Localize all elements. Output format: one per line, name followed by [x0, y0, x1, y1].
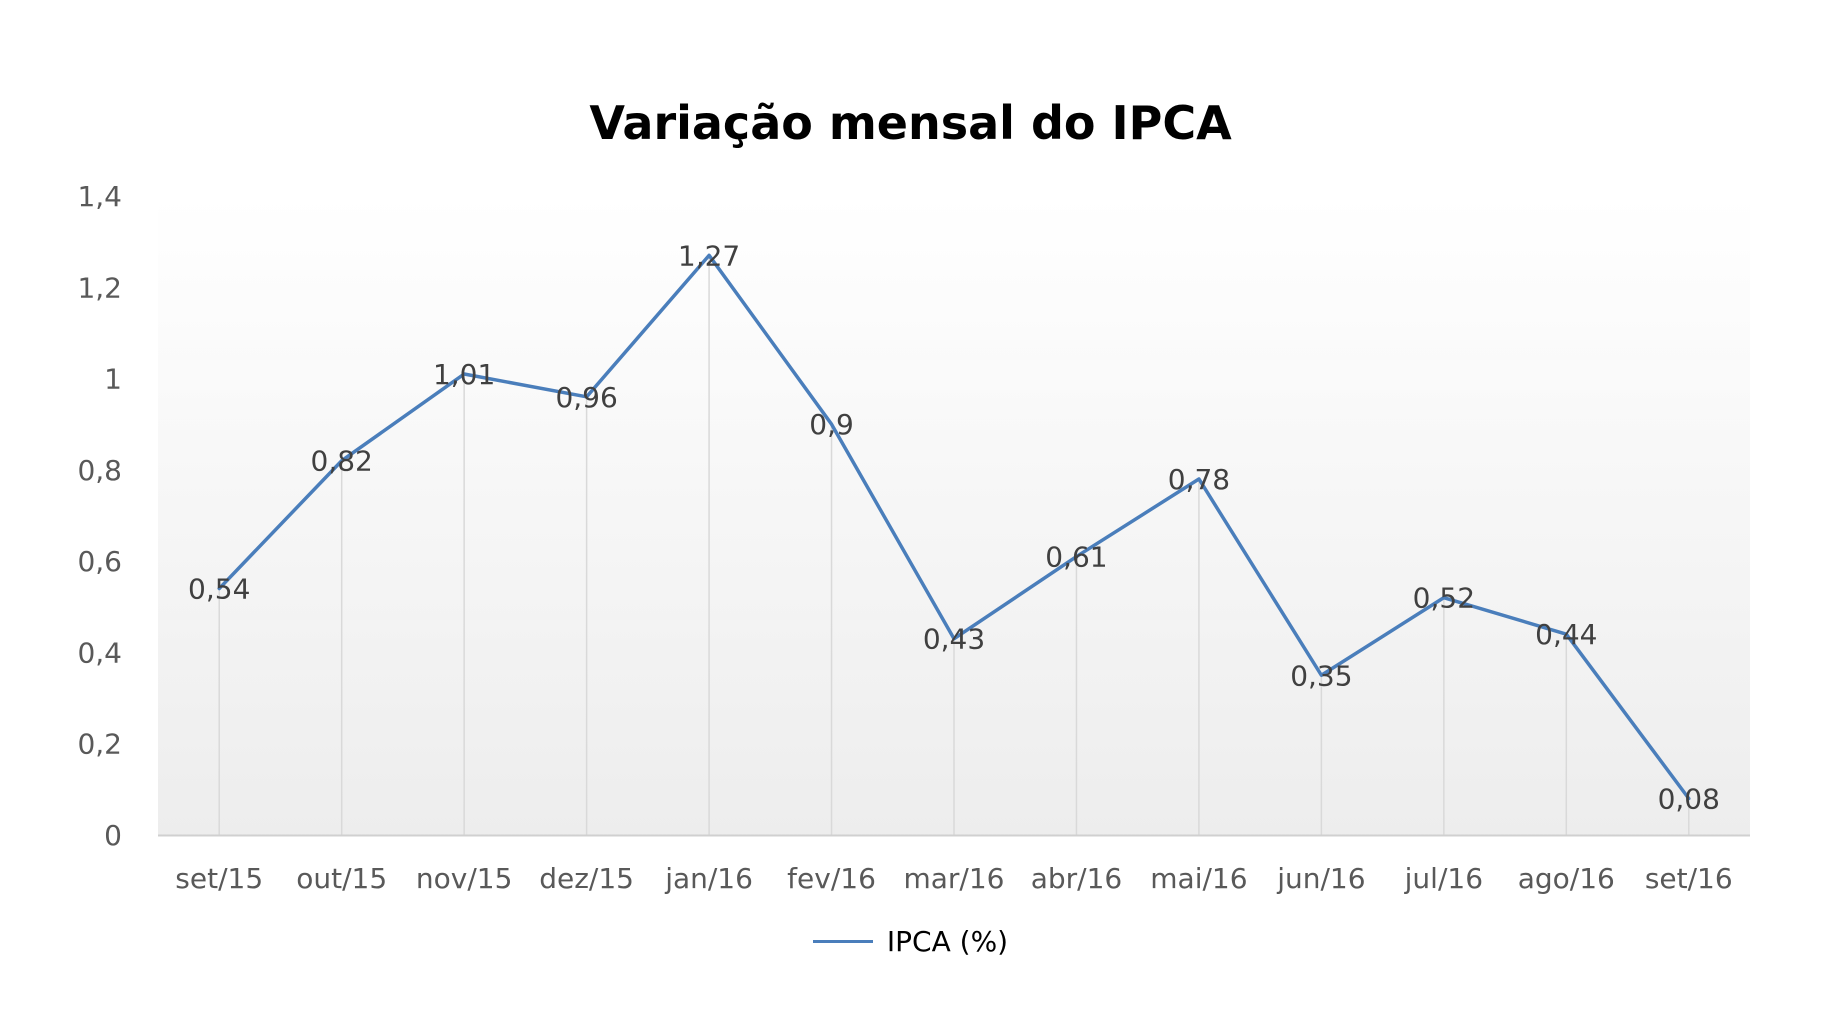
y-tick-label: 1	[104, 363, 122, 396]
data-label: 0,08	[1658, 782, 1720, 815]
data-label: 0,78	[1168, 463, 1230, 496]
series-line-ipca	[217, 253, 1691, 801]
data-label: 0,9	[809, 408, 854, 441]
data-label: 0,61	[1045, 541, 1107, 574]
data-label: 0,35	[1290, 659, 1352, 692]
x-tick-label: jan/16	[664, 862, 753, 895]
y-tick-label: 0,8	[77, 454, 122, 487]
data-label: 1,27	[678, 239, 740, 272]
x-tick-label: nov/15	[416, 862, 513, 895]
x-tick-label: abr/16	[1031, 862, 1123, 895]
x-tick-label: set/16	[1645, 862, 1733, 895]
y-tick-label: 0,6	[77, 545, 122, 578]
x-tick-label: set/15	[175, 862, 263, 895]
chart-title: Variação mensal do IPCA	[589, 96, 1232, 150]
legend: IPCA (%)	[0, 925, 1821, 958]
x-tick-label: mai/16	[1150, 862, 1247, 895]
data-label: 0,54	[188, 573, 250, 606]
legend-label: IPCA (%)	[886, 925, 1009, 958]
x-tick-label: jul/16	[1404, 862, 1483, 895]
data-label: 0,44	[1535, 618, 1597, 651]
data-label: 0,82	[311, 445, 373, 478]
y-tick-label: 0	[104, 819, 122, 852]
data-label: 0,96	[555, 381, 617, 414]
x-tick-label: fev/16	[787, 862, 876, 895]
y-tick-label: 0,4	[77, 636, 122, 669]
x-tick-label: out/15	[296, 862, 387, 895]
data-label: 0,43	[923, 623, 985, 656]
y-tick-label: 0,2	[77, 728, 122, 761]
legend-item: IPCA (%)	[812, 925, 1009, 958]
data-label: 1,01	[433, 358, 495, 391]
data-label: 0,52	[1413, 582, 1475, 615]
x-tick-label: dez/15	[539, 862, 634, 895]
y-tick-label: 1,4	[77, 180, 122, 213]
x-tick-label: jun/16	[1276, 862, 1365, 895]
legend-line-swatch	[812, 940, 873, 943]
x-tick-label: mar/16	[903, 862, 1004, 895]
y-tick-label: 1,2	[77, 271, 122, 304]
x-tick-label: ago/16	[1518, 862, 1615, 895]
